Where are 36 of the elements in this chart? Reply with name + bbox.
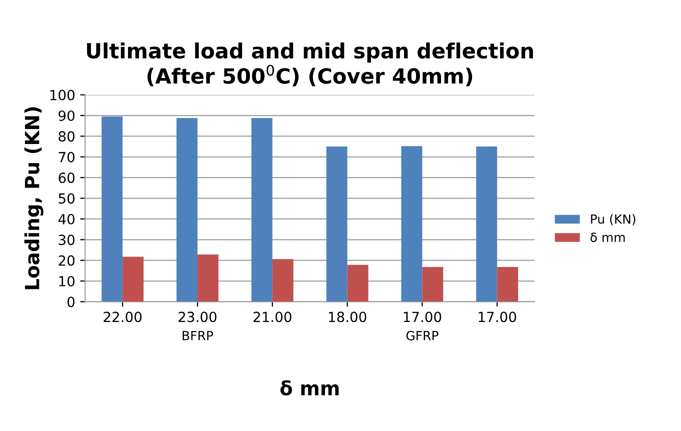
bar bbox=[422, 266, 444, 302]
x-tick-label: 23.00 bbox=[178, 312, 216, 322]
bar bbox=[122, 256, 144, 302]
bar bbox=[102, 116, 123, 302]
y-tick-label: 100 bbox=[50, 90, 74, 100]
chart-title: Ultimate load and mid span deflection (After 500$^{0}$C) (Cover 40mm) bbox=[87, 42, 533, 86]
y-tick-label: 10 bbox=[59, 276, 74, 286]
bar bbox=[401, 146, 422, 302]
x-tick-label: 18.00 bbox=[328, 312, 366, 322]
bar bbox=[251, 118, 272, 302]
x-tick-label: 22.00 bbox=[104, 312, 142, 322]
legend-label: Pu (KN) bbox=[591, 214, 636, 226]
bar bbox=[197, 254, 218, 302]
x-tick-label: 21.00 bbox=[254, 312, 292, 322]
x-axis-title: δ mm bbox=[280, 380, 339, 396]
y-tick-label: 60 bbox=[58, 172, 74, 184]
y-tick-label: 0 bbox=[67, 296, 74, 308]
y-tick-label: 70 bbox=[58, 152, 74, 162]
y-tick-label: 20 bbox=[58, 255, 74, 266]
text: GFRP bbox=[406, 330, 438, 340]
bar bbox=[347, 264, 368, 302]
bar bbox=[497, 266, 518, 302]
bar bbox=[272, 259, 294, 302]
bar bbox=[476, 146, 498, 302]
y-tick-label: 50 bbox=[58, 193, 74, 204]
x-tick-label: 17.00 bbox=[478, 312, 516, 322]
y-tick-label: 90 bbox=[58, 110, 74, 121]
text: BFRP bbox=[182, 331, 214, 340]
bar bbox=[176, 118, 198, 302]
x-tick-label: 17.00 bbox=[404, 312, 442, 322]
y-tick-label: 40 bbox=[58, 214, 74, 224]
y-tick-label: 30 bbox=[58, 234, 74, 246]
y-axis-title: Loading, Pu (KN) bbox=[24, 107, 44, 290]
y-tick-label: 80 bbox=[58, 131, 74, 142]
legend-label: δ mm bbox=[590, 232, 625, 242]
bar bbox=[326, 146, 348, 302]
